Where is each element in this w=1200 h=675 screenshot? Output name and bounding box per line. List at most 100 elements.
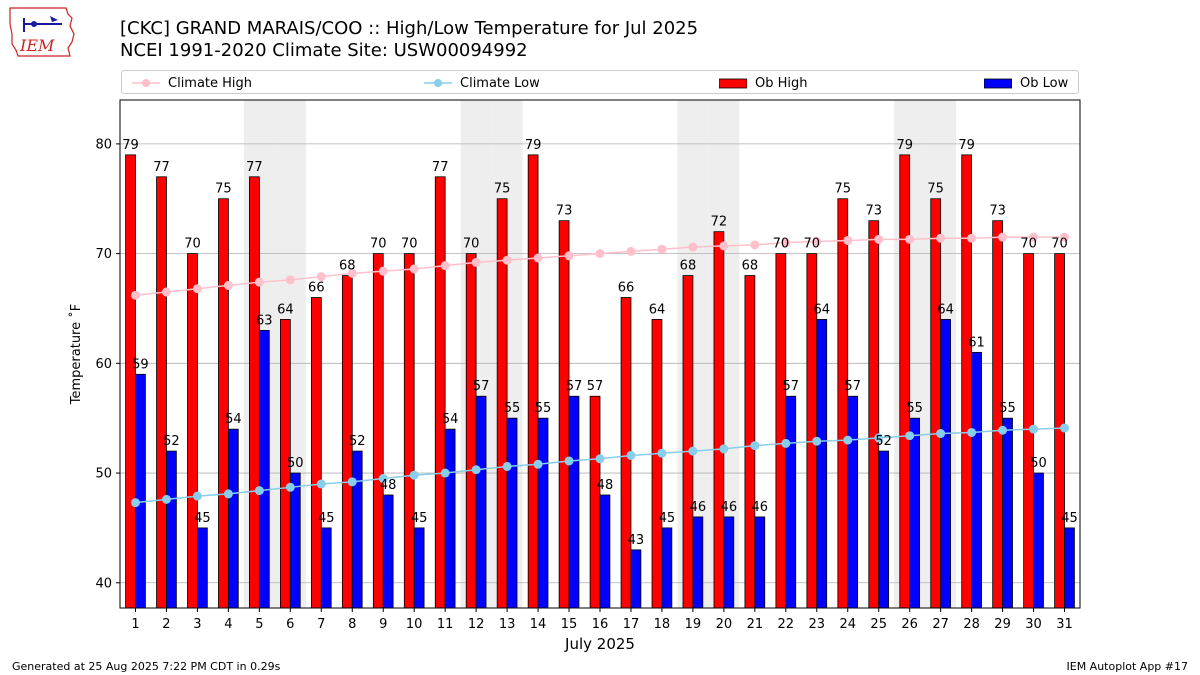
point-climate-low bbox=[657, 448, 667, 458]
point-climate-low bbox=[936, 429, 946, 439]
bar-ob-high bbox=[775, 253, 787, 609]
point-climate-high bbox=[347, 268, 357, 278]
data-label-ob-low: 50 bbox=[1030, 456, 1047, 471]
data-label-ob-low: 55 bbox=[504, 401, 521, 416]
bar-ob-high bbox=[465, 253, 477, 609]
x-tick-label: 22 bbox=[778, 617, 795, 632]
point-climate-low bbox=[1060, 423, 1070, 433]
legend-ob-high: Ob High bbox=[719, 74, 808, 92]
x-tick-label: 26 bbox=[901, 617, 918, 632]
data-label-ob-low: 52 bbox=[163, 434, 180, 449]
bar-ob-high bbox=[868, 220, 880, 609]
footer-app: IEM Autoplot App #17 bbox=[1066, 660, 1189, 673]
point-climate-low bbox=[1029, 424, 1039, 434]
data-label-ob-low: 46 bbox=[752, 500, 769, 515]
x-tick-label: 18 bbox=[654, 617, 671, 632]
legend-line-blue-icon bbox=[424, 79, 452, 87]
data-label-ob-low: 59 bbox=[132, 357, 149, 372]
point-climate-low bbox=[285, 482, 295, 492]
point-climate-low bbox=[626, 450, 636, 460]
bar-ob-low bbox=[909, 417, 920, 609]
data-label-ob-low: 43 bbox=[628, 533, 645, 548]
data-label-ob-high: 70 bbox=[804, 237, 821, 252]
data-label-ob-low: 45 bbox=[194, 511, 211, 526]
bar-ob-low bbox=[971, 351, 982, 609]
bar-ob-high bbox=[249, 176, 260, 609]
data-label-ob-low: 64 bbox=[813, 302, 830, 317]
data-label-ob-low: 48 bbox=[597, 478, 614, 493]
point-climate-low bbox=[967, 427, 977, 437]
bar-ob-low bbox=[630, 549, 642, 609]
x-tick-label: 13 bbox=[499, 617, 516, 632]
point-climate-high bbox=[378, 266, 388, 276]
point-climate-low bbox=[471, 465, 481, 475]
bar-ob-low bbox=[1064, 527, 1075, 609]
data-label-ob-high: 64 bbox=[649, 302, 666, 317]
x-tick-label: 2 bbox=[162, 617, 170, 632]
bar-ob-low bbox=[568, 395, 580, 609]
x-tick-label: 31 bbox=[1056, 617, 1073, 632]
bar-ob-low bbox=[754, 516, 766, 609]
bar-ob-high bbox=[527, 154, 539, 609]
bar-ob-low bbox=[135, 373, 146, 609]
data-label-ob-high: 75 bbox=[927, 182, 944, 197]
point-climate-high bbox=[440, 261, 450, 271]
point-climate-high bbox=[781, 238, 791, 248]
bar-ob-low bbox=[816, 319, 828, 609]
point-climate-low bbox=[378, 474, 388, 484]
data-label-ob-high: 68 bbox=[742, 259, 759, 274]
x-tick-label: 6 bbox=[286, 617, 294, 632]
data-label-ob-low: 52 bbox=[349, 434, 366, 449]
bar-ob-high bbox=[899, 154, 911, 609]
y-tick-label: 50 bbox=[95, 467, 112, 482]
data-label-ob-low: 46 bbox=[690, 500, 707, 515]
data-label-ob-high: 77 bbox=[246, 160, 263, 175]
data-label-ob-low: 54 bbox=[225, 412, 242, 427]
bar-ob-high bbox=[651, 319, 663, 609]
data-label-ob-high: 70 bbox=[1051, 237, 1068, 252]
data-label-ob-low: 57 bbox=[473, 379, 490, 394]
x-tick-label: 17 bbox=[623, 617, 640, 632]
point-climate-high bbox=[843, 235, 853, 245]
bar-ob-low bbox=[878, 450, 890, 609]
bar-ob-low bbox=[444, 428, 456, 609]
x-tick-label: 7 bbox=[317, 617, 325, 632]
x-tick-label: 14 bbox=[530, 617, 547, 632]
data-label-ob-low: 57 bbox=[844, 379, 861, 394]
data-label-ob-high: 70 bbox=[1020, 237, 1037, 252]
point-climate-low bbox=[223, 489, 233, 499]
x-tick-label: 16 bbox=[592, 617, 609, 632]
legend-label: Ob High bbox=[755, 75, 808, 91]
bar-ob-low bbox=[258, 330, 270, 609]
x-tick-label: 24 bbox=[839, 617, 856, 632]
point-climate-high bbox=[533, 253, 543, 263]
x-tick-label: 11 bbox=[437, 617, 454, 632]
x-tick-label: 19 bbox=[685, 617, 702, 632]
bar-ob-low bbox=[847, 395, 859, 609]
data-label-ob-high: 75 bbox=[835, 182, 852, 197]
point-climate-high bbox=[967, 233, 977, 243]
bar-ob-low bbox=[197, 527, 208, 609]
bar-ob-high bbox=[713, 231, 725, 609]
data-label-ob-low: 55 bbox=[999, 401, 1016, 416]
data-label-ob-high: 70 bbox=[773, 237, 790, 252]
data-label-ob-low: 46 bbox=[721, 500, 738, 515]
point-climate-high bbox=[688, 242, 698, 252]
data-label-ob-high: 57 bbox=[587, 379, 604, 394]
bar-ob-low bbox=[723, 516, 735, 609]
point-climate-low bbox=[347, 477, 357, 487]
point-climate-high bbox=[285, 275, 295, 285]
legend-blue-patch-icon bbox=[984, 78, 1012, 89]
bar-ob-high bbox=[589, 395, 601, 609]
data-label-ob-low: 55 bbox=[535, 401, 552, 416]
bar-ob-low bbox=[692, 516, 704, 609]
bar-ob-high bbox=[558, 220, 570, 609]
point-climate-high bbox=[595, 249, 605, 259]
data-label-ob-high: 73 bbox=[865, 204, 882, 219]
x-axis-label: July 2025 bbox=[564, 635, 635, 653]
data-label-ob-high: 73 bbox=[989, 204, 1006, 219]
point-climate-low bbox=[812, 436, 822, 446]
bar-ob-low bbox=[506, 417, 518, 609]
data-label-ob-low: 45 bbox=[659, 511, 676, 526]
point-climate-low bbox=[316, 479, 326, 489]
